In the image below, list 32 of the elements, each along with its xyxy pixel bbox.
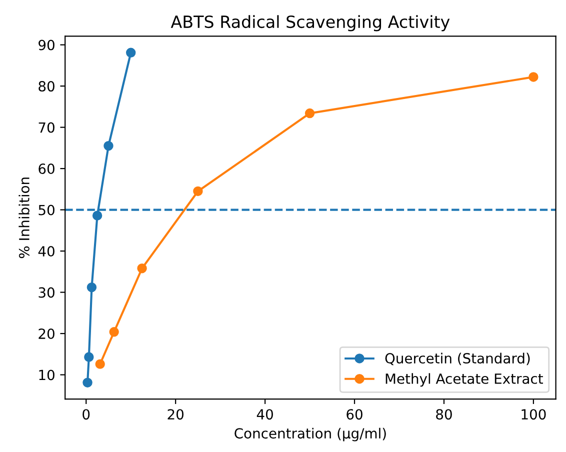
- point: [104, 141, 114, 151]
- x-tick-label: 0: [82, 409, 90, 420]
- point: [304, 108, 315, 118]
- x-tick-label: 80: [436, 409, 452, 420]
- point: [126, 48, 136, 58]
- y-tick-label: 30: [38, 287, 54, 298]
- y-tick-label: 10: [39, 370, 54, 380]
- y-tick-label: 80: [38, 81, 54, 92]
- point: [86, 282, 97, 292]
- y-tick-label: 20: [38, 328, 54, 340]
- y-tick-label: 50: [38, 204, 54, 216]
- chart-title: ABTS Radical Scavenging Activity: [170, 15, 450, 32]
- point: [82, 378, 92, 388]
- point: [95, 359, 105, 369]
- y-tick-label: 60: [38, 164, 54, 174]
- y-tick-label: 40: [38, 246, 54, 257]
- y-tick-label: 70: [38, 122, 54, 133]
- legend-label: Quercetin (Standard): [385, 352, 530, 366]
- x-tick-label: 100: [522, 409, 546, 420]
- legend-label: Methyl Acetate Extract: [386, 373, 543, 387]
- point: [137, 264, 147, 274]
- point: [84, 352, 94, 362]
- x-axis-title: Concentration (µg/ml): [234, 428, 386, 442]
- point: [528, 72, 538, 82]
- x-tick-label: 20: [168, 409, 184, 420]
- point: [109, 327, 119, 337]
- x-tick-label: 40: [256, 409, 273, 420]
- y-axis-title: % Inhibition: [18, 178, 30, 258]
- x-tick-label: 60: [346, 409, 362, 420]
- point: [193, 186, 203, 196]
- y-tick-label: 90: [38, 40, 54, 50]
- point: [92, 210, 102, 220]
